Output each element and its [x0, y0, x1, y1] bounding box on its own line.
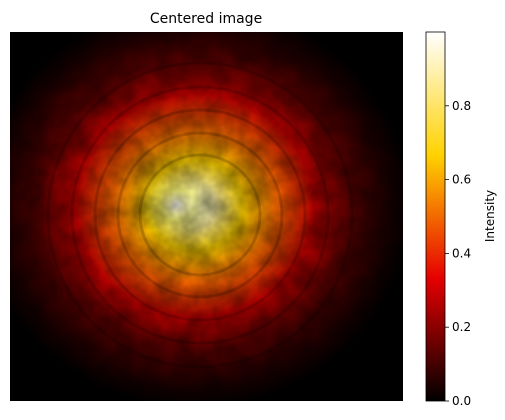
colorbar-tick-label: 0.8 [452, 99, 471, 113]
colorbar-ticks: 0.0 0.2 0.4 0.6 0.8 [445, 99, 471, 408]
colorbar-tick-label: 0.6 [452, 173, 471, 187]
heatmap-image [10, 32, 403, 401]
colorbar-tick-label: 0.2 [452, 320, 471, 334]
colorbar-tick-label: 0.0 [452, 394, 471, 408]
colorbar-label: Intensity [483, 190, 497, 242]
colorbar: 0.0 0.2 0.4 0.6 0.8 Intensity [425, 31, 497, 408]
colorbar-gradient [425, 31, 446, 402]
colorbar-tick-label: 0.4 [452, 246, 471, 260]
chart-title: Centered image [150, 11, 262, 27]
